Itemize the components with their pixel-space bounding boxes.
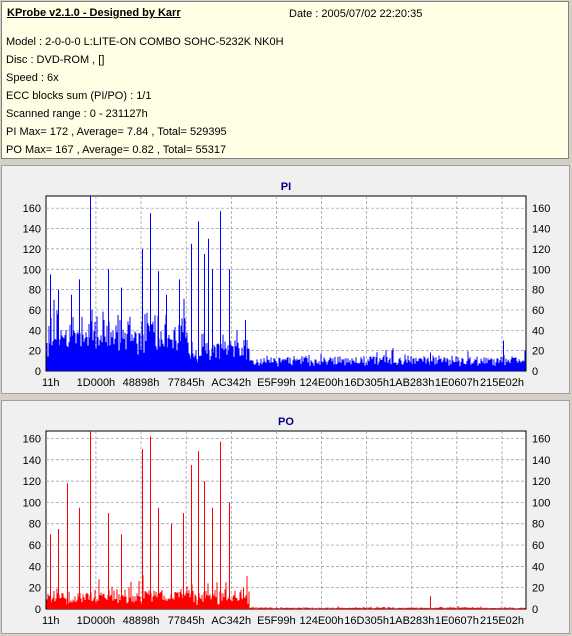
- y-tick-label-left: 0: [35, 604, 41, 616]
- y-tick-label-left: 20: [29, 346, 41, 358]
- po-chart-title: PO: [278, 416, 294, 428]
- x-tick-label: 16D305h: [344, 377, 389, 389]
- y-tick-label-right: 60: [532, 540, 544, 552]
- y-tick-label-left: 120: [23, 244, 41, 256]
- x-tick-label: 124E00h: [299, 377, 343, 389]
- x-tick-label: 77845h: [168, 377, 205, 389]
- y-tick-label-left: 60: [29, 540, 41, 552]
- y-tick-label-left: 80: [29, 519, 41, 531]
- info-pi-stats: PI Max= 172 , Average= 7.84 , Total= 529…: [6, 126, 227, 138]
- info-ecc-blocks: ECC blocks sum (PI/PO) : 1/1: [6, 90, 152, 102]
- x-tick-label: 77845h: [168, 615, 205, 627]
- x-tick-label: 1D000h: [77, 615, 116, 627]
- y-tick-label-right: 100: [532, 497, 550, 509]
- app-title: KProbe v2.1.0 - Designed by Karr: [7, 7, 181, 19]
- y-tick-label-right: 100: [532, 264, 550, 276]
- y-tick-label-left: 100: [23, 264, 41, 276]
- y-tick-label-right: 120: [532, 244, 550, 256]
- x-tick-label: 1AB283h: [389, 615, 434, 627]
- x-tick-label: 1E0607h: [435, 615, 479, 627]
- y-tick-label-left: 40: [29, 325, 41, 337]
- po-bars: [46, 431, 526, 609]
- y-tick-label-left: 160: [23, 433, 41, 445]
- x-tick-label: AC342h: [211, 615, 251, 627]
- y-tick-label-left: 0: [35, 366, 41, 378]
- info-speed: Speed : 6x: [6, 72, 59, 84]
- y-tick-label-right: 60: [532, 305, 544, 317]
- info-disc: Disc : DVD-ROM , []: [6, 54, 105, 66]
- y-tick-label-left: 140: [23, 224, 41, 236]
- y-tick-label-right: 20: [532, 583, 544, 595]
- info-scanned-range: Scanned range : 0 - 231127h: [6, 108, 148, 120]
- x-tick-label: 11h: [42, 615, 60, 627]
- pi-chart: PI 0 0 20 20 40 40 60 60 80 80 100 100 120 120 140 140 16…: [23, 181, 551, 389]
- y-tick-label-left: 60: [29, 305, 41, 317]
- plot-area: [45, 430, 527, 610]
- pi-bars: [46, 196, 526, 371]
- y-tick-label-left: 120: [23, 476, 41, 488]
- y-tick-label-right: 120: [532, 476, 550, 488]
- y-tick-label-left: 140: [23, 455, 41, 467]
- y-tick-label-right: 160: [532, 203, 550, 215]
- y-tick-label-right: 0: [532, 604, 538, 616]
- info-panel: KProbe v2.1.0 - Designed by Karr Date : …: [1, 1, 569, 159]
- po-chart-panel: PO 0 0 20 20 40 40 60 60 80 80 100 100 120 120 140 140 16…: [1, 400, 570, 634]
- y-tick-label-right: 160: [532, 433, 550, 445]
- y-tick-label-left: 100: [23, 497, 41, 509]
- y-tick-label-right: 140: [532, 224, 550, 236]
- x-tick-label: 215E02h: [480, 377, 524, 389]
- x-tick-label: AC342h: [211, 377, 251, 389]
- x-tick-label: 11h: [42, 377, 60, 389]
- plot-area: [45, 195, 527, 372]
- y-tick-label-right: 20: [532, 346, 544, 358]
- info-po-stats: PO Max= 167 , Average= 0.82 , Total= 553…: [6, 144, 227, 156]
- bar-fill: [46, 575, 526, 609]
- info-model: Model : 2-0-0-0 L:LITE-ON COMBO SOHC-523…: [6, 36, 284, 48]
- y-tick-label-right: 40: [532, 325, 544, 337]
- x-tick-label: 215E02h: [480, 615, 524, 627]
- y-tick-label-right: 0: [532, 366, 538, 378]
- y-tick-label-right: 40: [532, 561, 544, 573]
- x-tick-label: E5F99h: [257, 615, 296, 627]
- y-tick-label-right: 80: [532, 519, 544, 531]
- x-tick-label: 48898h: [123, 377, 160, 389]
- x-tick-label: 48898h: [123, 615, 160, 627]
- x-tick-label: 1AB283h: [389, 377, 434, 389]
- bar-fill: [46, 298, 526, 371]
- y-tick-label-right: 140: [532, 455, 550, 467]
- y-tick-label-left: 80: [29, 285, 41, 297]
- x-tick-label: 1D000h: [77, 377, 116, 389]
- y-tick-label-left: 20: [29, 583, 41, 595]
- po-chart: PO 0 0 20 20 40 40 60 60 80 80 100 100 120 120 140 140 16…: [23, 416, 551, 627]
- y-tick-label-right: 80: [532, 285, 544, 297]
- x-tick-label: 1E0607h: [435, 377, 479, 389]
- pi-chart-title: PI: [281, 181, 291, 193]
- scan-date: Date : 2005/07/02 22:20:35: [289, 8, 423, 20]
- pi-chart-panel: PI 0 0 20 20 40 40 60 60 80 80 100 100 120 120 140 140 16…: [1, 165, 570, 394]
- x-tick-label: 16D305h: [344, 615, 389, 627]
- x-tick-label: E5F99h: [257, 377, 296, 389]
- y-tick-label-left: 40: [29, 561, 41, 573]
- x-tick-label: 124E00h: [299, 615, 343, 627]
- y-tick-label-left: 160: [23, 203, 41, 215]
